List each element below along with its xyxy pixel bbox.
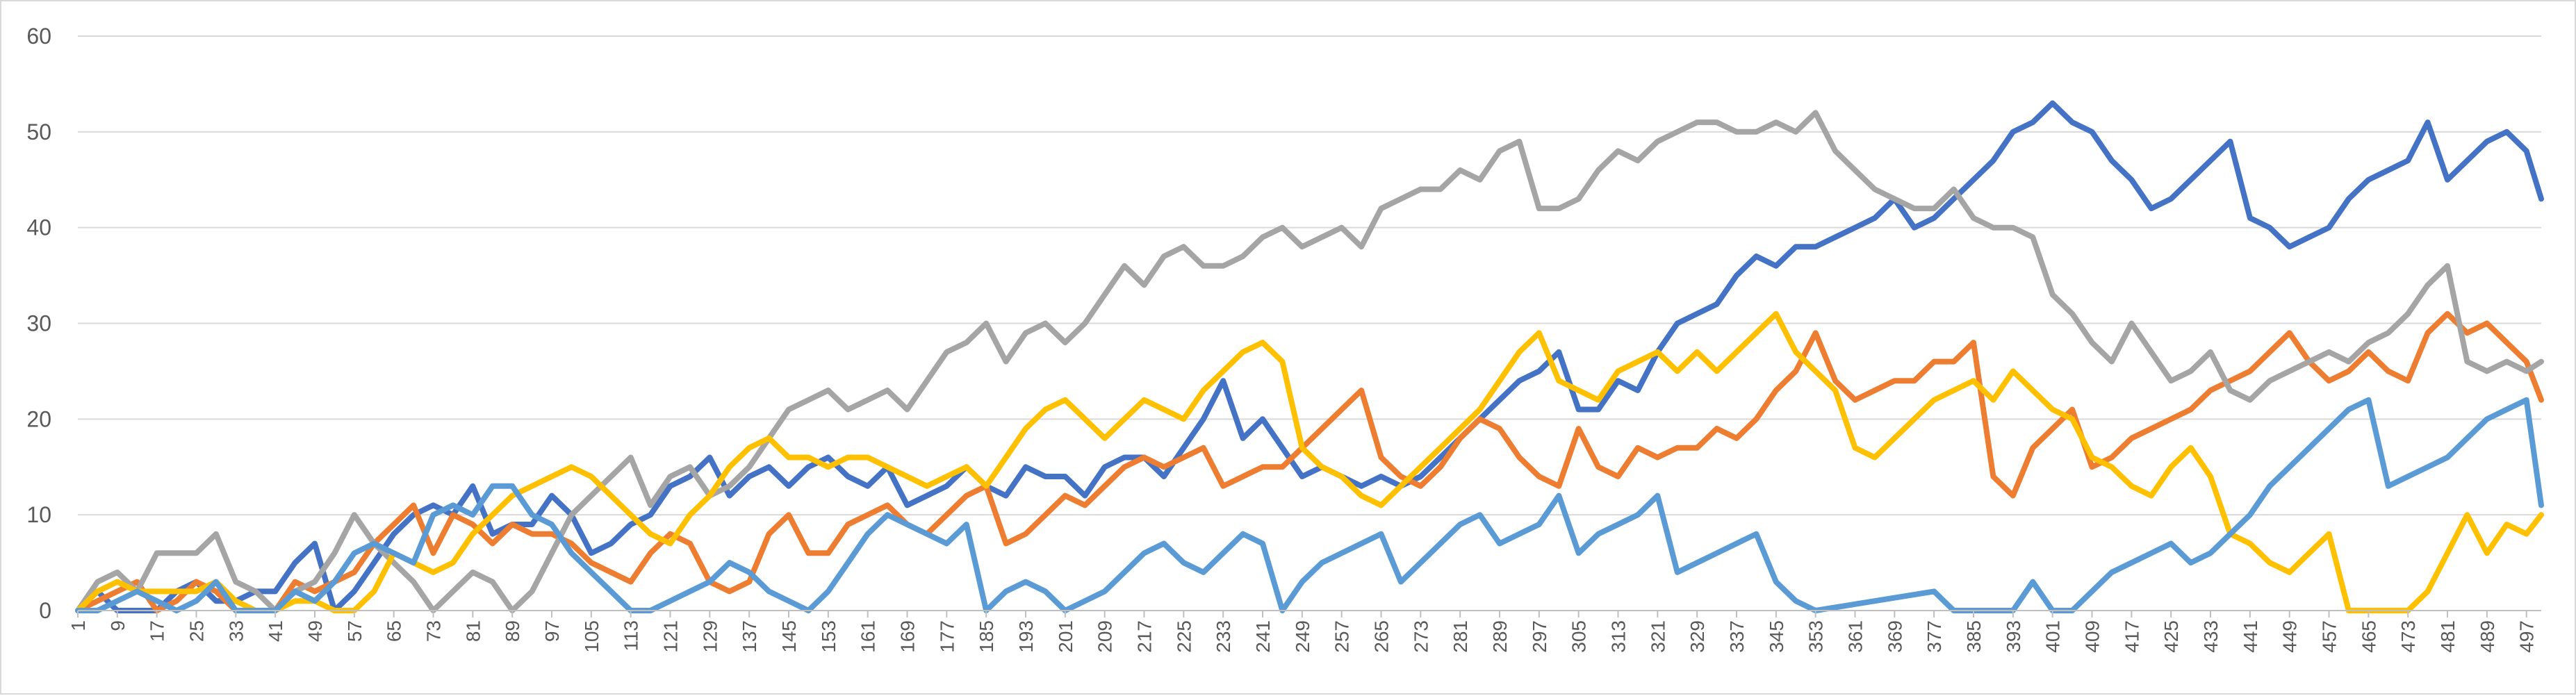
x-tick-label: 433 <box>2200 620 2222 653</box>
x-tick-label: 33 <box>225 620 247 642</box>
x-tick-label: 481 <box>2437 620 2459 653</box>
x-tick-label: 9 <box>107 620 129 631</box>
x-tick-label: 81 <box>462 620 484 642</box>
x-tick-label: 313 <box>1608 620 1630 653</box>
x-tick-label: 105 <box>581 620 602 653</box>
x-tick-label: 41 <box>265 620 286 642</box>
x-tick-label: 401 <box>2042 620 2064 653</box>
x-tick-label: 17 <box>147 620 168 642</box>
x-tick-label: 273 <box>1410 620 1431 653</box>
y-tick-label: 30 <box>26 311 51 336</box>
x-tick-label: 1 <box>67 620 89 631</box>
x-tick-label: 185 <box>976 620 997 653</box>
y-tick-label: 0 <box>39 598 51 623</box>
gridlines <box>78 35 2541 516</box>
x-tick-label: 201 <box>1055 620 1076 653</box>
x-tick-label: 57 <box>344 620 366 642</box>
x-tick-label: 321 <box>1647 620 1668 653</box>
series-line-3 <box>75 110 2544 613</box>
x-tick-label: 337 <box>1726 620 1748 653</box>
x-tick-label: 121 <box>660 620 682 653</box>
x-tick-label: 145 <box>778 620 800 653</box>
x-tick-label: 249 <box>1292 620 1313 653</box>
x-tick-label: 329 <box>1687 620 1708 653</box>
x-tick-label: 209 <box>1094 620 1116 653</box>
x-tick-label: 89 <box>502 620 523 642</box>
x-tick-label: 25 <box>186 620 208 642</box>
y-tick-label: 40 <box>26 215 51 240</box>
x-tick-label: 369 <box>1884 620 1905 653</box>
x-tick-label: 345 <box>1766 620 1787 653</box>
series-line-1 <box>75 100 2544 613</box>
x-tick-label: 377 <box>1923 620 1945 653</box>
x-tick-label: 169 <box>897 620 919 653</box>
x-tick-label: 465 <box>2358 620 2379 653</box>
x-tick-label: 473 <box>2397 620 2419 653</box>
series-line-2 <box>75 310 2544 613</box>
x-tick-label: 225 <box>1173 620 1195 653</box>
x-tick-label: 441 <box>2240 620 2261 653</box>
x-tick-label: 393 <box>2003 620 2024 653</box>
x-tick-label: 177 <box>936 620 958 653</box>
x-tick-label: 265 <box>1371 620 1393 653</box>
y-axis-ticks: 0 10 20 30 40 50 60 <box>26 24 51 623</box>
x-tick-label: 305 <box>1568 620 1590 653</box>
x-tick-label: 97 <box>541 620 563 642</box>
x-tick-label: 161 <box>858 620 879 653</box>
series-lines <box>75 100 2544 613</box>
x-tick-label: 65 <box>384 620 405 642</box>
x-tick-label: 137 <box>739 620 760 653</box>
x-tick-label: 289 <box>1489 620 1511 653</box>
x-tick-label: 361 <box>1845 620 1867 653</box>
x-tick-label: 449 <box>2279 620 2301 653</box>
x-tick-label: 425 <box>2160 620 2182 653</box>
x-tick-label: 113 <box>621 620 642 652</box>
y-tick-label: 60 <box>26 24 51 49</box>
x-tick-label: 489 <box>2477 620 2498 653</box>
x-tick-label: 457 <box>2319 620 2340 653</box>
x-tick-label: 409 <box>2082 620 2103 653</box>
x-tick-label: 241 <box>1252 620 1274 653</box>
x-tick-label: 297 <box>1529 620 1550 653</box>
x-tick-label: 129 <box>699 620 721 653</box>
x-tick-label: 153 <box>818 620 839 653</box>
x-tick-label: 281 <box>1450 620 1471 653</box>
x-tick-label: 73 <box>423 620 445 642</box>
y-tick-label: 10 <box>26 502 51 527</box>
series-line-4 <box>75 310 2544 613</box>
x-tick-label: 193 <box>1015 620 1037 653</box>
x-tick-label: 49 <box>304 620 326 642</box>
x-tick-label: 385 <box>1963 620 1985 653</box>
x-tick-label: 497 <box>2516 620 2538 653</box>
x-tick-label: 217 <box>1134 620 1156 653</box>
x-tick-label: 417 <box>2121 620 2142 653</box>
x-tick-label: 257 <box>1331 620 1353 653</box>
x-tick-label: 233 <box>1213 620 1234 653</box>
y-tick-label: 20 <box>26 406 51 431</box>
x-tick-label: 353 <box>1805 620 1827 653</box>
series-line-5 <box>75 397 2544 613</box>
x-axis-ticks: 1 9 17 25 33 41 49 57 65 73 81 89 97 105 113 121 129 137 1… <box>67 611 2538 653</box>
y-tick-label: 50 <box>26 119 51 144</box>
